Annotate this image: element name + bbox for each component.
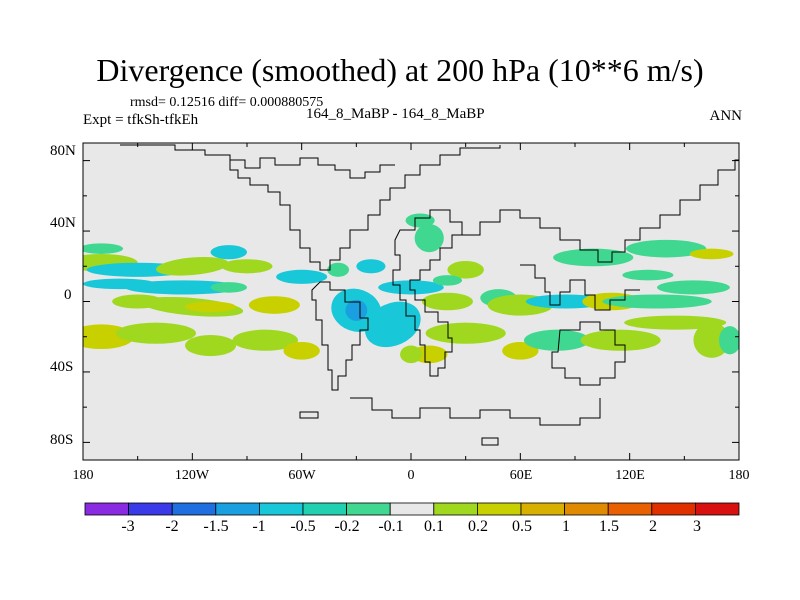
- colorbar-label-4: -0.5: [290, 518, 316, 535]
- colorbar-label-2: -1.5: [203, 518, 229, 535]
- contour-region-26: [657, 280, 730, 295]
- contour-region-32: [185, 334, 237, 357]
- xtick-label-3: 0: [407, 468, 415, 483]
- ytick-label-3: 40S: [50, 359, 74, 375]
- contour-region-14: [364, 301, 421, 348]
- contour-region-28: [693, 322, 730, 358]
- colorbar-label-6: -0.1: [378, 518, 404, 535]
- contour-region-35: [425, 322, 506, 344]
- colorbar-swatch-5: [302, 502, 347, 516]
- contour-region-39: [580, 329, 661, 351]
- colorbar-swatch-7: [389, 502, 435, 516]
- xtick-label-4: 60E: [509, 468, 533, 483]
- xtick-label-1: 120W: [174, 468, 210, 483]
- contour-region-20: [421, 292, 473, 311]
- ytick-label-1: 40N: [50, 215, 76, 231]
- colorbar-label-0: -3: [121, 518, 135, 535]
- colorbar-swatch-1: [128, 502, 173, 516]
- contour-region-47: [414, 224, 444, 253]
- ytick-label-0: 80N: [50, 143, 76, 159]
- colorbar-label-11: 1.5: [599, 518, 619, 535]
- colorbar-swatch-12: [607, 502, 653, 516]
- contour-region-13: [345, 299, 368, 321]
- contour-region-34: [283, 342, 320, 360]
- colorbar-swatch-9: [476, 502, 522, 516]
- coastline-north-america: [120, 144, 501, 271]
- ytick-label-2: 0: [64, 287, 72, 303]
- colorbar-swatch-13: [651, 502, 696, 516]
- colorbar-label-10: 1: [562, 518, 570, 535]
- expt-label: Expt = tfkSh-tfkEh: [83, 112, 199, 128]
- contour-region-16: [356, 259, 386, 274]
- colorbar-label-13: 3: [693, 518, 701, 535]
- colorbar-label-12: 2: [649, 518, 657, 535]
- contour-region-45: [689, 248, 734, 260]
- colorbar-label-8: 0.2: [468, 518, 488, 535]
- contour-region-4: [276, 269, 328, 284]
- colorbar-swatch-10: [520, 502, 565, 516]
- colorbar: [84, 502, 740, 516]
- contour-region-40: [400, 345, 422, 364]
- coastline-europe-africa: [392, 209, 463, 377]
- coastline-small-islands: [299, 411, 499, 446]
- chart-title: Divergence (smoothed) at 200 hPa (10**6 …: [96, 52, 704, 88]
- contour-region-17: [327, 262, 350, 277]
- coastline-asia: [462, 159, 739, 263]
- contour-region-2: [156, 256, 229, 276]
- contour-region-25: [602, 294, 712, 309]
- colorbar-swatch-11: [564, 502, 609, 516]
- contour-region-10: [185, 301, 237, 313]
- contour-region-33: [232, 329, 299, 351]
- contour-region-6: [124, 280, 242, 295]
- contour-region-11: [248, 296, 300, 314]
- xtick-label-5: 120E: [615, 468, 645, 483]
- ytick-label-4: 80S: [50, 432, 74, 448]
- coastline-south-america: [311, 281, 369, 391]
- colorbar-label-1: -2: [165, 518, 179, 535]
- contour-region-38: [523, 329, 590, 351]
- contour-region-18: [447, 260, 484, 279]
- contour-region-15: [378, 280, 444, 295]
- colorbar-label-3: -1: [252, 518, 266, 535]
- contour-region-48: [405, 213, 435, 228]
- contour-region-44: [626, 239, 707, 258]
- xtick-label-0: 180: [72, 468, 94, 483]
- colorbar-label-9: 0.5: [512, 518, 532, 535]
- axis-ticks: [82, 143, 740, 460]
- xtick-label-2: 60W: [288, 468, 316, 483]
- divergence-contours: [83, 213, 739, 364]
- contour-region-43: [553, 248, 634, 267]
- colorbar-swatch-2: [171, 502, 217, 516]
- contour-region-37: [502, 342, 539, 360]
- colorbar-swatch-0: [84, 502, 129, 516]
- contour-region-42: [210, 245, 247, 260]
- colorbar-swatch-4: [258, 502, 304, 516]
- season-label: ANN: [709, 108, 743, 124]
- contour-region-31: [115, 322, 196, 344]
- coastline-antarctica: [350, 397, 601, 426]
- case-label: 164_8_MaBP - 164_8_MaBP: [306, 106, 485, 122]
- contour-region-7: [210, 282, 247, 293]
- xtick-label-6: 180: [728, 468, 750, 483]
- colorbar-swatch-14: [695, 502, 740, 516]
- colorbar-swatch-8: [433, 502, 478, 516]
- contour-region-3: [221, 259, 273, 274]
- colorbar-swatch-3: [215, 502, 260, 516]
- coastline-india-seasia: [520, 264, 640, 311]
- stats-label: rmsd= 0.12516 diff= 0.000880575: [130, 95, 324, 110]
- coastline-australia: [551, 321, 626, 386]
- contour-region-46: [622, 269, 674, 281]
- coastline-arctic-islands: [230, 157, 395, 179]
- colorbar-swatch-6: [346, 502, 391, 516]
- colorbar-label-7: 0.1: [424, 518, 444, 535]
- coastlines: [120, 144, 739, 446]
- contour-region-19: [432, 275, 463, 286]
- colorbar-label-5: -0.2: [334, 518, 360, 535]
- contour-region-29: [718, 326, 739, 355]
- contour-region-41: [83, 243, 124, 254]
